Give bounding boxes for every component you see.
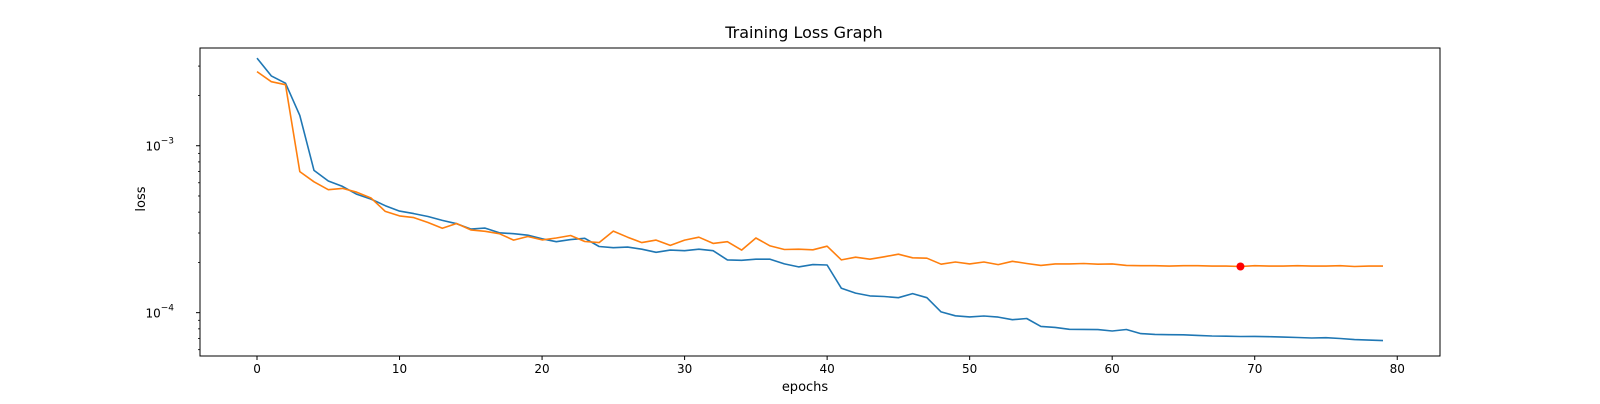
loss-series-line-2	[256, 70, 1383, 268]
x-tick-label: 30	[677, 362, 692, 376]
best-epoch-marker	[1236, 262, 1245, 271]
x-tick-label: 80	[1390, 362, 1405, 376]
x-tick-label: 0	[253, 362, 261, 376]
y-tick-label: 10−3	[145, 137, 174, 154]
x-tick-label: 10	[392, 362, 407, 376]
x-tick-label: 40	[819, 362, 834, 376]
x-axis-label: epochs	[782, 380, 829, 395]
plot-area: 0 10 20 30 40 50 60 70 80 10−4 10−3	[145, 57, 1405, 376]
x-tick-label: 70	[1247, 362, 1262, 376]
y-tick-label: 10−4	[145, 304, 174, 321]
loss-series-line-1	[256, 57, 1384, 342]
x-tick-label: 20	[534, 362, 549, 376]
axes-frame	[199, 47, 1441, 357]
x-tick-label: 60	[1105, 362, 1120, 376]
chart-title: Training Loss Graph	[724, 23, 882, 42]
y-axis-label: loss	[134, 186, 149, 211]
x-tick-label: 50	[962, 362, 977, 376]
